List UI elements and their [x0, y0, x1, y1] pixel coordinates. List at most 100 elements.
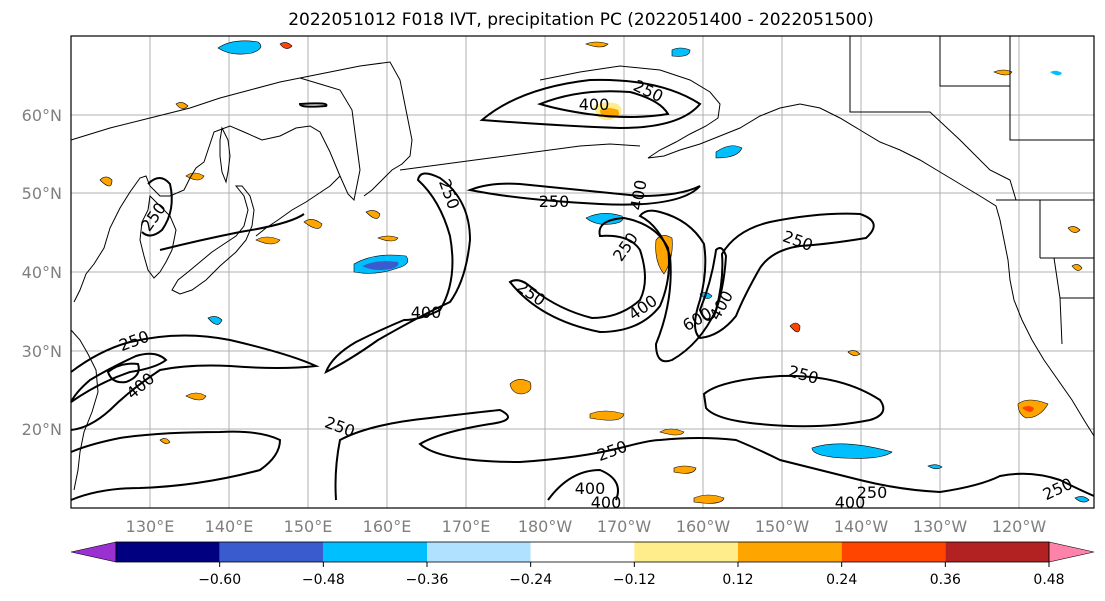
colorbar-segment: [945, 542, 1049, 562]
colorbar-tick-label: −0.36: [406, 572, 449, 588]
canada-province-line: [939, 36, 1010, 87]
precip-pos-blob: [175, 102, 189, 109]
gridlines: [71, 36, 1094, 508]
precip-neg-blob: [671, 47, 691, 57]
colorbar-tick-label: 0.24: [826, 572, 857, 588]
ivt-contour: [141, 177, 173, 237]
colorbar-tick-label: −0.24: [509, 572, 552, 588]
lon-label: 120°W: [992, 517, 1047, 536]
lat-label: 50°N: [22, 184, 62, 203]
lat-label: 20°N: [22, 420, 62, 439]
precip-pos-blob: [1067, 226, 1081, 233]
precip-neg-blob: [1074, 496, 1090, 503]
colorbar-tick-label: −0.12: [613, 572, 656, 588]
lon-label: 150°W: [755, 517, 810, 536]
precip-pos-blob: [585, 41, 609, 48]
precip-pos-blob: [659, 428, 685, 436]
lat-label: 40°N: [22, 263, 62, 282]
contour-label: 250: [857, 483, 888, 502]
precip-neg-blob: [362, 261, 399, 270]
ivt-contour: [159, 213, 305, 251]
precip-pos-blob: [589, 410, 625, 421]
lat-label: 60°N: [22, 106, 62, 125]
aleutian-islands: [399, 143, 641, 171]
colorbar: [70, 541, 1095, 563]
colorbar-segment: [219, 542, 324, 562]
colorbar-segment: [427, 542, 531, 562]
precip-neg-blob: [811, 443, 893, 459]
lon-label: 130°E: [126, 517, 175, 536]
contour-label: 400: [591, 493, 622, 512]
precip-neg-blob: [217, 40, 262, 55]
asia-coastline-south: [70, 329, 99, 491]
ivt-contours: [70, 78, 1095, 501]
asia-coastline: [70, 77, 361, 303]
north-america-coastline: [539, 65, 1095, 437]
lon-label: 160°E: [363, 517, 412, 536]
precip-pos-blob: [303, 219, 323, 229]
colorbar-segment: [530, 542, 635, 562]
precip-pos-blob: [509, 379, 532, 395]
map-panel: 250 400 250 250 400 250 250 250 400 400 …: [70, 35, 1095, 512]
precip-neg-blob: [715, 145, 743, 159]
precip-neg-blob: [1050, 70, 1062, 76]
precip-pos-blob: [185, 172, 205, 181]
lat-label: 30°N: [22, 342, 62, 361]
ivt-contour: [638, 209, 875, 363]
ivt-contour: [70, 430, 282, 501]
ivt-contour: [466, 182, 701, 206]
precip-pos-blob: [693, 494, 725, 504]
longitude-labels: 130°E 140°E 150°E 160°E 170°E 180°W 170°W 160°W…: [126, 517, 1047, 536]
precip-shading: [99, 40, 1090, 504]
lon-label: 140°E: [205, 517, 254, 536]
precip-pos-blob: [377, 235, 399, 242]
ivt-contour: [70, 334, 320, 431]
precip-pos-blob: [365, 210, 381, 219]
colorbar-tick-label: 0.12: [722, 572, 753, 588]
lon-label: 140°W: [834, 517, 889, 536]
contour-label: 250: [539, 192, 570, 211]
colorbar-tick-label: −0.60: [198, 572, 241, 588]
lon-label: 160°W: [676, 517, 731, 536]
contour-label: 400: [835, 493, 866, 512]
latitude-labels: 20°N 30°N 40°N 50°N 60°N: [22, 106, 62, 439]
colorbar-outline: [115, 541, 1050, 563]
ivt-contour: [334, 408, 1095, 501]
colorbar-extend-min: [70, 541, 117, 563]
precip-pos-blob: [255, 236, 281, 245]
ivt-contour: [698, 247, 728, 321]
precip-pos-blob: [159, 438, 171, 444]
contour-label: 400: [579, 95, 610, 114]
map-frame: [70, 35, 1095, 509]
colorbar-segment: [323, 542, 427, 562]
colorbar-segment: [116, 542, 220, 562]
lon-label: 130°W: [913, 517, 968, 536]
precip-pos-blob: [279, 42, 293, 49]
ivt-contour: [298, 102, 328, 108]
colorbar-extend-max: [1048, 541, 1095, 563]
ivt-contour: [324, 172, 472, 375]
precip-pos-blob: [1071, 264, 1083, 271]
precip-pos-blob: [993, 69, 1013, 76]
colorbar-tick-label: −0.48: [302, 572, 345, 588]
ivt-contour: [547, 468, 619, 501]
ivt-contour: [479, 78, 702, 130]
precip-neg-blob: [927, 464, 943, 470]
precip-pos-blob: [789, 322, 801, 333]
colorbar-tick-label: 0.48: [1033, 572, 1064, 588]
precip-pos-blob: [99, 176, 113, 187]
colorbar-segment: [634, 542, 738, 562]
colorbar-tick-label: 0.36: [930, 572, 961, 588]
lon-label: 150°E: [284, 517, 333, 536]
colorbar-ticks: −0.60 −0.48 −0.36 −0.24 −0.12 0.12 0.24 0.36 0.4…: [198, 562, 1065, 588]
ivt-contour: [70, 352, 168, 403]
precip-pos-blob: [185, 392, 207, 401]
precip-neg-blob: [207, 316, 223, 325]
colorbar-segment: [738, 542, 842, 562]
sakhalin-coastline: [219, 126, 231, 184]
lon-label: 180°W: [518, 517, 573, 536]
state-lines: [1039, 200, 1094, 345]
precip-pos-blob: [673, 465, 697, 474]
kamchatka-coastline: [299, 61, 413, 197]
